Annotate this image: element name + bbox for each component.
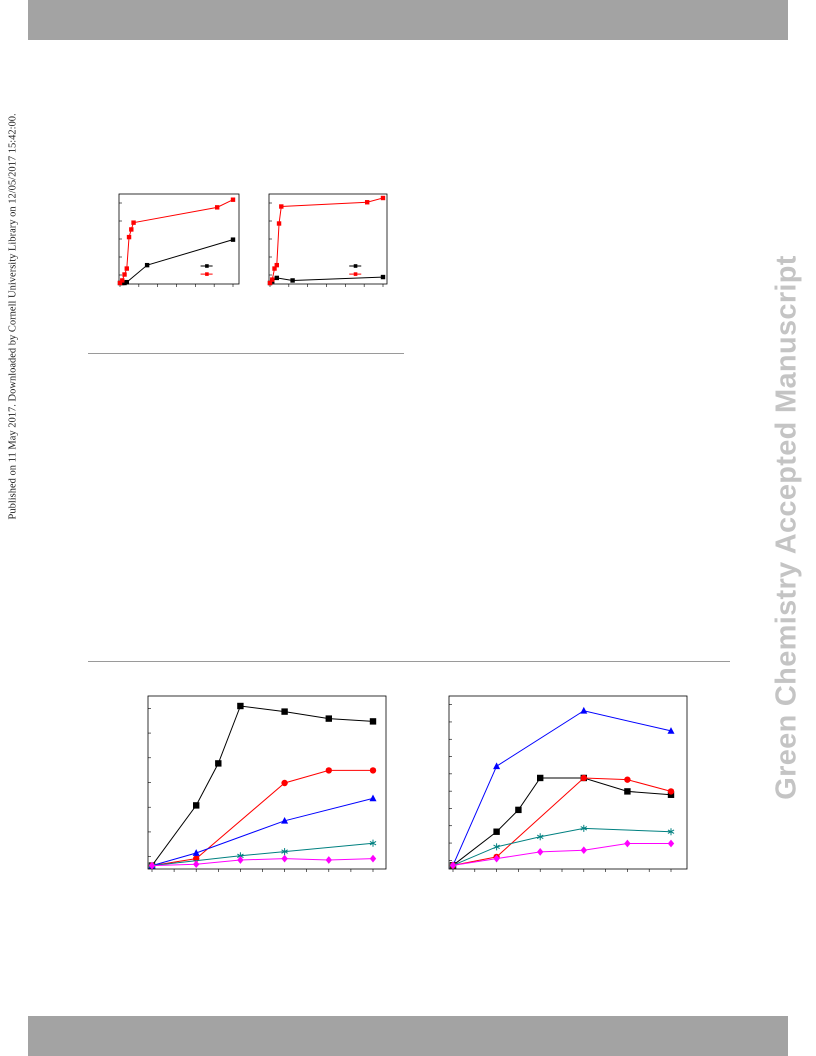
data-point — [380, 274, 386, 280]
data-point — [624, 776, 631, 783]
data-point — [667, 791, 675, 798]
data-point — [122, 272, 127, 277]
data-point — [129, 227, 134, 232]
data-point — [124, 266, 129, 271]
data-point — [537, 774, 544, 782]
data-point — [493, 843, 500, 851]
legend-key-marker-1 — [353, 272, 358, 276]
data-point — [325, 767, 332, 774]
data-point — [281, 848, 288, 856]
footer-band — [28, 1016, 788, 1056]
data-point — [215, 760, 222, 767]
data-point — [192, 849, 200, 856]
data-point — [667, 788, 675, 795]
data-point — [290, 278, 295, 283]
data-point — [120, 278, 125, 283]
asterisk-stroke — [580, 826, 588, 831]
data-point — [267, 280, 273, 286]
data-point — [493, 828, 500, 835]
data-point — [369, 854, 377, 863]
asterisk-stroke — [281, 849, 288, 854]
data-point — [667, 727, 675, 734]
data-point — [117, 280, 123, 286]
legend-key-marker-0 — [205, 264, 209, 268]
series-line-2 — [151, 797, 374, 867]
data-point — [325, 715, 332, 722]
series-line-4 — [151, 858, 374, 867]
data-point — [536, 833, 544, 841]
data-point — [193, 802, 200, 809]
header-band — [28, 0, 788, 40]
data-point — [272, 266, 277, 271]
data-point — [449, 861, 457, 870]
data-point — [281, 708, 288, 715]
data-point — [580, 706, 588, 714]
data-point — [380, 195, 386, 201]
data-point — [369, 839, 377, 847]
data-point — [369, 767, 377, 774]
data-point — [515, 806, 522, 814]
data-point — [214, 205, 220, 210]
data-point — [237, 702, 244, 710]
data-point — [131, 220, 136, 225]
data-point — [369, 718, 377, 725]
asterisk-stroke — [667, 829, 675, 834]
data-point — [580, 774, 587, 782]
data-point — [274, 275, 279, 281]
data-point — [580, 846, 587, 855]
data-point — [276, 221, 282, 226]
axes-frame — [448, 695, 688, 870]
data-point — [667, 828, 675, 836]
data-point — [325, 856, 332, 864]
asterisk-stroke — [536, 834, 544, 839]
data-point — [493, 854, 500, 863]
asterisk-stroke — [493, 844, 500, 850]
data-point — [230, 237, 236, 242]
data-point — [281, 816, 289, 824]
data-point — [193, 860, 200, 869]
asterisk-stroke — [369, 841, 377, 846]
data-point — [580, 824, 588, 832]
data-point — [369, 794, 377, 802]
data-point — [667, 839, 675, 848]
data-point — [274, 262, 279, 268]
series-line-0 — [452, 710, 672, 866]
legend-key-marker-1 — [205, 272, 209, 276]
asterisk-stroke — [237, 853, 244, 858]
data-point — [537, 848, 544, 856]
section-rule-lower — [88, 661, 730, 662]
data-point — [237, 856, 244, 864]
section-rule-upper — [88, 353, 404, 354]
data-point — [270, 277, 275, 282]
data-point — [493, 762, 501, 770]
data-point — [624, 839, 631, 848]
data-point — [281, 854, 288, 863]
data-point — [144, 262, 150, 268]
data-point — [120, 280, 125, 286]
series-line-4 — [452, 842, 671, 866]
data-point — [124, 279, 129, 285]
data-point — [364, 200, 370, 205]
data-point — [126, 234, 132, 240]
legend-key-marker-0 — [353, 264, 358, 268]
data-point — [148, 861, 156, 870]
data-point — [122, 280, 127, 286]
data-point — [279, 204, 284, 209]
data-point — [230, 197, 236, 202]
data-point — [624, 788, 631, 795]
data-point — [281, 779, 288, 787]
